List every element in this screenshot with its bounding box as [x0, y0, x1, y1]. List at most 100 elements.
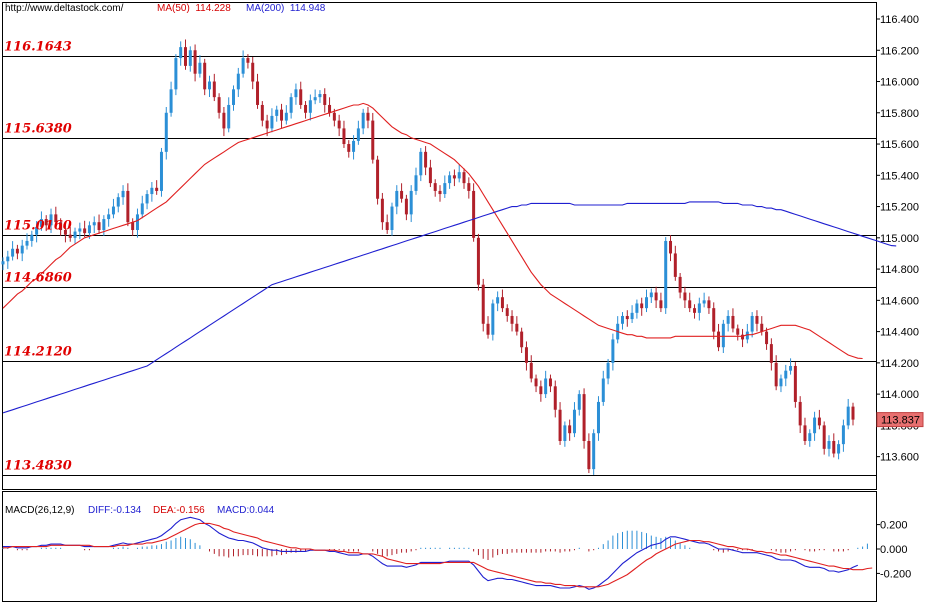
candle-body — [717, 331, 721, 348]
candle-body — [707, 300, 711, 309]
ma50-label: MA(50) — [157, 3, 190, 14]
candle-body — [155, 187, 159, 191]
candle-body — [126, 190, 130, 223]
candle-body — [87, 225, 91, 234]
candle-body — [246, 58, 250, 63]
candle-body — [380, 198, 384, 223]
candle-body — [664, 240, 668, 309]
candle-body — [572, 409, 576, 434]
ma50-value: 114.228 — [195, 3, 231, 14]
candle-body — [712, 308, 716, 332]
candle-body — [486, 323, 490, 335]
candle-body — [256, 81, 260, 105]
candle-body — [54, 214, 58, 223]
ma200-label: MA(200) — [246, 3, 285, 14]
candle-body — [419, 151, 423, 176]
candle-body — [476, 237, 480, 285]
candle-body — [361, 112, 365, 129]
ma50-legend: MA(50) 114.228 — [157, 3, 231, 14]
candle-body — [630, 312, 634, 320]
candle-body — [116, 197, 120, 207]
candle-body — [356, 128, 360, 141]
candle-body — [111, 206, 115, 215]
candle-body — [697, 303, 701, 313]
candle-body — [313, 97, 317, 101]
price-tick-label: 116.200 — [880, 45, 919, 57]
candle-body — [140, 203, 144, 215]
candle-body — [481, 284, 485, 324]
candle-body — [390, 206, 394, 231]
candle-body — [765, 331, 769, 345]
current-price-tag — [876, 412, 924, 428]
candle-body — [688, 300, 692, 309]
candle-body — [323, 94, 327, 105]
candle-body — [78, 228, 82, 232]
candle-body — [534, 378, 538, 387]
candle-body — [846, 406, 850, 426]
candle-body — [294, 89, 298, 98]
candle-body — [822, 425, 826, 449]
candle-body — [265, 120, 269, 129]
level-label: 115.6380 — [4, 122, 72, 137]
candle-body — [452, 175, 456, 179]
candle-body — [841, 425, 845, 445]
candle-body — [693, 308, 697, 313]
candle-body — [241, 58, 245, 74]
candle-body — [500, 297, 504, 309]
macd-tick-label: 0.000 — [880, 544, 908, 556]
candle-body — [289, 97, 293, 113]
price-tick-label: 114.800 — [880, 264, 919, 276]
level-label: 114.6860 — [4, 271, 72, 286]
candle-body — [59, 222, 63, 231]
price-tick-label: 115.800 — [880, 108, 919, 120]
candle-body — [395, 190, 399, 207]
candle-body — [15, 248, 19, 254]
candle-body — [337, 120, 341, 129]
candle-body — [145, 194, 149, 204]
ma200-legend: MA(200) 114.948 — [246, 3, 325, 14]
candle-body — [702, 300, 706, 304]
candle-body — [135, 214, 139, 231]
candle-body — [131, 222, 135, 231]
candle-body — [587, 441, 591, 470]
candle-body — [851, 406, 855, 420]
candle-body — [6, 256, 10, 262]
candle-body — [433, 183, 437, 191]
price-tick-label: 113.600 — [880, 452, 919, 464]
macd-dea-value: DEA:-0.156 — [153, 505, 205, 516]
candle-body — [553, 386, 557, 410]
candle-body — [520, 331, 524, 348]
candle-body — [837, 444, 841, 454]
macd-title: MACD(26,12,9) — [5, 505, 75, 516]
candle-body — [198, 62, 202, 74]
candle-body — [568, 425, 572, 434]
candle-body — [347, 144, 351, 152]
candle-body — [798, 401, 802, 426]
candle-body — [529, 362, 533, 379]
candle-body — [35, 226, 39, 235]
candle-body — [328, 104, 332, 113]
candle-body — [832, 441, 836, 454]
candle-body — [515, 323, 519, 332]
candle-body — [505, 308, 509, 316]
candle-body — [784, 370, 788, 379]
candle-body — [582, 394, 586, 442]
candle-body — [539, 386, 543, 395]
candle-body — [462, 172, 466, 184]
candle-body — [625, 315, 629, 320]
candle-body — [97, 222, 101, 231]
candle-body — [280, 109, 284, 121]
candle-body — [592, 433, 596, 470]
candle-body — [683, 292, 687, 301]
candle-body — [649, 292, 653, 298]
candle-body — [299, 89, 303, 105]
candle-body — [73, 231, 77, 238]
candle-body — [332, 112, 336, 121]
candle-body — [275, 109, 279, 116]
candle-body — [769, 344, 773, 363]
candle-body — [25, 240, 29, 246]
price-tick-label: 114.400 — [880, 327, 919, 339]
price-tick-label: 114.200 — [880, 358, 919, 370]
candle-body — [1, 261, 5, 265]
